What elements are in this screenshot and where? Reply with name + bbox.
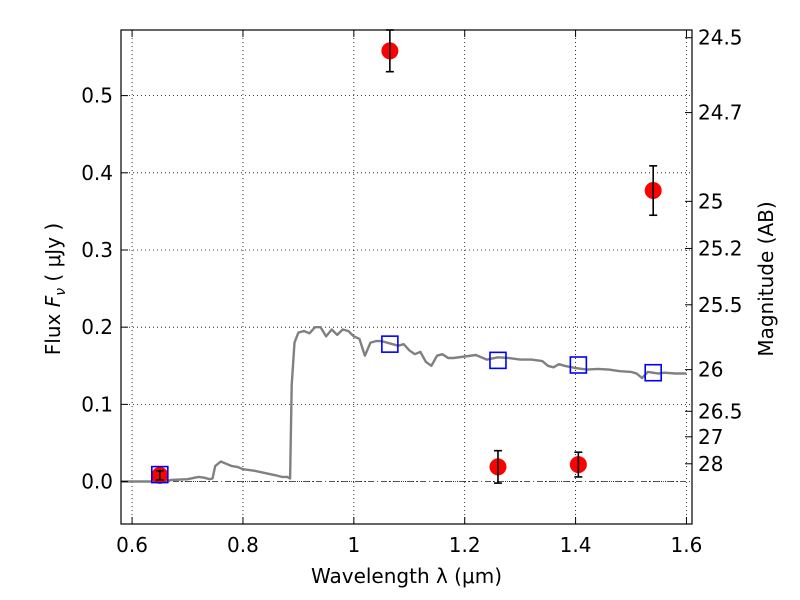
magnitude-tick-label: 26 [698, 358, 723, 382]
magnitude-tick-label: 24.5 [698, 26, 743, 50]
x-axis-label: Wavelength λ (μm) [311, 564, 502, 588]
y-axis-label-variable: F [41, 295, 65, 307]
y-tick-label: 0.4 [81, 161, 113, 185]
magnitude-tick-label: 24.7 [698, 101, 743, 125]
y-tick-label: 0.0 [81, 470, 113, 494]
y-tick-label: 0.3 [81, 238, 113, 262]
y-tick-label: 0.5 [81, 84, 113, 108]
magnitude-tick-label: 25 [698, 189, 723, 213]
magnitude-tick-label: 25.2 [698, 236, 743, 260]
magnitude-tick-label: 25.5 [698, 293, 743, 317]
x-tick-label: 1 [347, 533, 360, 557]
y-tick-label: 0.1 [81, 392, 113, 416]
magnitude-tick-label: 26.5 [698, 399, 743, 423]
y-axis-label: Flux Fν ( μJy ) [41, 223, 69, 355]
x-tick-label: 1.6 [671, 533, 703, 557]
tick-layer: 0.6 0.8 1 1.2 1.4 1.6 0.0 0.1 0.2 0.3 0.4 0.5 24.5 24… [81, 26, 742, 557]
y-axis-label-subscript: ν [53, 288, 69, 296]
magnitude-tick-label: 27 [698, 425, 723, 449]
y-axis-label-prefix: Flux [41, 307, 65, 355]
y-axis-label-suffix: ( μJy ) [41, 223, 65, 288]
model-flux-square [381, 335, 399, 353]
plot-area-frame [120, 29, 693, 525]
x-tick-label: 0.6 [116, 533, 148, 557]
magnitude-axis-label: Magnitude (AB) [754, 201, 778, 356]
grid-lines [121, 30, 692, 524]
marker-layer [151, 29, 662, 484]
model-flux-square [644, 363, 662, 382]
model-flux-square [569, 356, 588, 374]
model-flux-square [489, 351, 507, 370]
x-tick-label: 0.8 [227, 533, 259, 557]
model-flux-square [151, 465, 169, 484]
magnitude-tick-label: 28 [698, 452, 723, 476]
y-tick-label: 0.2 [81, 315, 113, 339]
x-tick-label: 1.4 [560, 533, 592, 557]
x-tick-label: 1.2 [449, 533, 481, 557]
